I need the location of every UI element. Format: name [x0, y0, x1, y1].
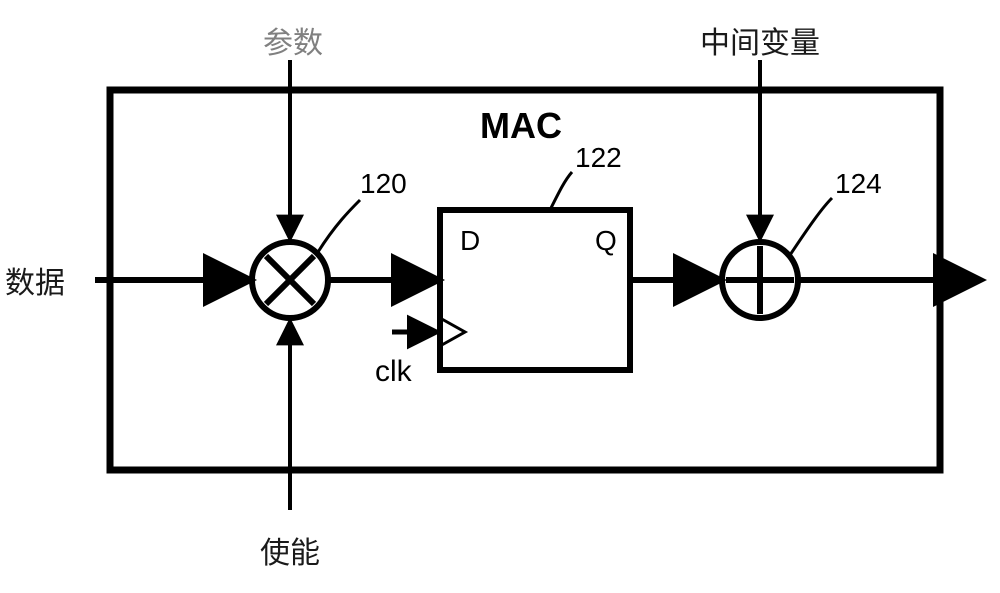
leader-122: [550, 172, 572, 210]
adder-symbol: [722, 242, 798, 318]
title-mac: MAC: [480, 105, 562, 147]
multiplier-symbol: [252, 242, 328, 318]
diagram-canvas: MAC 参数 中间变量 数据 使能 clk D Q 120 122 124: [0, 0, 1000, 593]
leader-124: [790, 198, 832, 255]
label-q: Q: [595, 225, 617, 257]
ref-124: 124: [835, 168, 882, 200]
ref-120: 120: [360, 168, 407, 200]
ref-122: 122: [575, 142, 622, 174]
diagram-svg: [0, 0, 1000, 593]
label-clk: clk: [375, 355, 412, 389]
label-intermediate: 中间变量: [700, 18, 820, 62]
label-param: 参数: [263, 18, 323, 62]
leader-120: [318, 200, 360, 252]
label-d: D: [460, 225, 480, 257]
label-enable: 使能: [260, 528, 320, 572]
label-data: 数据: [5, 258, 65, 302]
